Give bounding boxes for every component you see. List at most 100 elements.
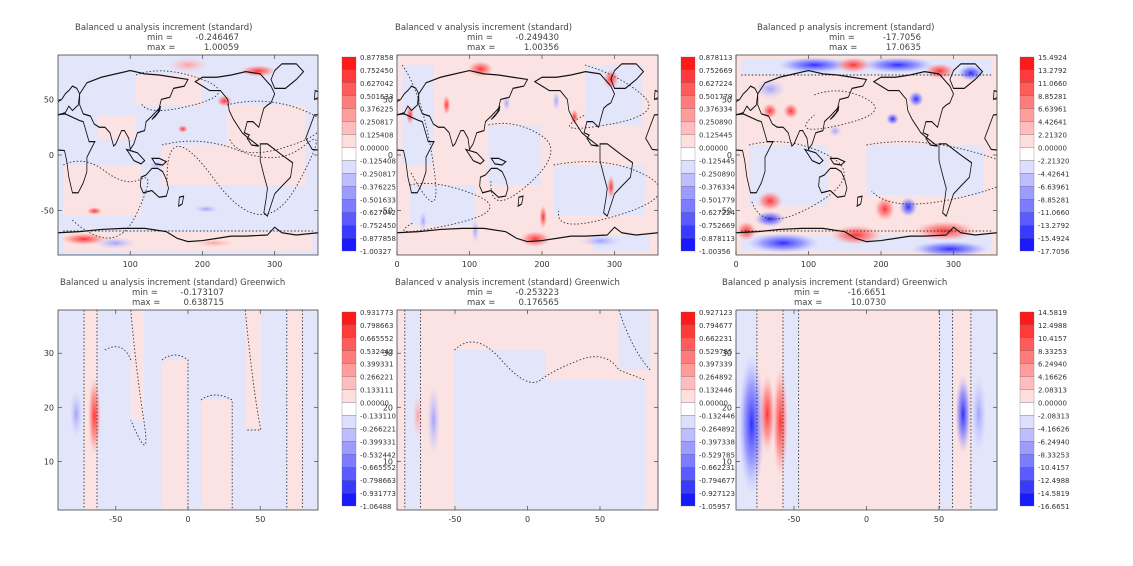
colorbar-segment	[1019, 82, 1035, 96]
colorbar-label: -16.6651	[1038, 503, 1069, 511]
anomaly-10	[828, 125, 842, 137]
anomaly-6	[86, 207, 103, 215]
colorbar-segment	[680, 376, 696, 390]
min-label: min =	[829, 33, 855, 43]
anomaly-19	[736, 221, 757, 241]
colorbar-segment	[680, 160, 696, 174]
colorbar-label: -0.501779	[699, 196, 735, 204]
anomaly-7	[193, 205, 220, 213]
min-value: -0.173107	[180, 288, 224, 298]
colorbar-label: -0.662231	[699, 464, 735, 472]
colorbar-segment	[341, 237, 357, 252]
max-value: 0.176565	[518, 298, 559, 308]
colorbar-segment	[341, 69, 357, 84]
colorbar-segment	[680, 121, 696, 135]
anomaly-0	[69, 390, 83, 438]
colorbar-label: 0.399331	[360, 361, 393, 369]
colorbar: 0.927123 0.794677 0.662231 0.529785 0.397339…	[680, 309, 735, 511]
colorbar-segment	[680, 337, 696, 351]
colorbar-label: -0.794677	[699, 477, 735, 485]
colorbar-segment	[680, 467, 696, 481]
max-label: max =	[467, 298, 496, 308]
colorbar-label: 6.63961	[1038, 106, 1067, 114]
colorbar-segment	[341, 454, 357, 468]
colorbar-label: 0.877858	[360, 54, 393, 62]
colorbar-segment	[341, 428, 357, 442]
colorbar-segment	[680, 454, 696, 468]
anomaly-1	[759, 374, 776, 454]
colorbar-label: 0.627224	[699, 80, 733, 88]
colorbar-label: 0.798663	[360, 322, 393, 330]
region-4	[227, 105, 305, 145]
colorbar-segment	[1019, 212, 1035, 226]
panel-2: 0 100 200 300 50 0 -50 0.878113 0.752669 0.627224…	[380, 54, 736, 269]
panel-title: Balanced p analysis increment (standard)…	[722, 278, 948, 288]
max-value: 10.0730	[850, 298, 886, 308]
colorbar-label: 0.662231	[699, 335, 732, 343]
colorbar-segment	[1019, 454, 1035, 468]
colorbar-label: 0.00000	[1038, 400, 1067, 408]
anomaly-3	[923, 63, 956, 79]
panel-title-block: Balanced p analysis increment (standard)…	[722, 278, 947, 308]
colorbar-label: 0.397339	[699, 361, 732, 369]
colorbar-label: -0.931773	[360, 490, 396, 498]
colorbar-label: 0.752669	[699, 67, 732, 75]
zero-contour	[748, 141, 845, 220]
colorbar-label: 10.4157	[1038, 335, 1067, 343]
region-5	[245, 310, 261, 430]
anomaly-10	[419, 211, 428, 231]
region-2	[454, 350, 546, 510]
colorbar-segment	[341, 402, 357, 416]
colorbar-segment	[1019, 350, 1035, 364]
colorbar-segment	[1019, 237, 1035, 252]
colorbar-label: 0.00000	[360, 145, 389, 153]
region-2	[488, 125, 541, 185]
region-4	[553, 165, 645, 215]
colorbar-segment	[1019, 311, 1035, 326]
panel-title: Balanced v analysis increment (standard)…	[395, 278, 620, 288]
y-tick-label: 20	[44, 403, 54, 412]
zero-contour	[130, 310, 147, 446]
colorbar-segment	[680, 311, 696, 326]
colorbar-segment	[341, 479, 357, 494]
min-label: min =	[794, 288, 820, 298]
colorbar-label: 15.4924	[1038, 54, 1067, 62]
colorbar-segment	[1019, 134, 1035, 148]
region-4	[201, 400, 233, 510]
colorbar-segment	[341, 212, 357, 226]
y-tick-label: 0	[727, 151, 732, 160]
colorbar-label: -4.16626	[1038, 425, 1070, 433]
anomaly-9	[519, 231, 551, 247]
anomaly-4	[570, 109, 579, 125]
colorbar-label: 13.2792	[1038, 67, 1067, 75]
panel-title: Balanced u analysis increment (standard)	[75, 23, 253, 33]
colorbar-segment	[341, 199, 357, 213]
colorbar-label: 8.85281	[1038, 93, 1067, 101]
x-tick-label: 300	[267, 260, 282, 269]
min-value: -17.7056	[882, 33, 921, 43]
max-label: max =	[829, 43, 858, 53]
y-tick-label: 0	[49, 151, 54, 160]
colorbar-segment	[680, 186, 696, 200]
colorbar-segment	[1019, 224, 1035, 239]
colorbar-label: -0.627042	[360, 209, 396, 217]
colorbar-segment	[1019, 363, 1035, 377]
colorbar-label: 0.752450	[360, 67, 393, 75]
region-4	[618, 310, 651, 370]
colorbar-segment	[341, 134, 357, 148]
colorbar-segment	[680, 199, 696, 213]
colorbar-label: -1.06488	[360, 503, 391, 511]
colorbar-segment	[341, 160, 357, 174]
colorbar-segment	[1019, 467, 1035, 481]
x-tick-label: 0	[525, 515, 530, 524]
y-tick-label: 10	[383, 457, 393, 466]
anomaly-8	[539, 205, 548, 229]
colorbar-segment	[680, 69, 696, 84]
colorbar-label: 6.24940	[1038, 361, 1067, 369]
colorbar-segment	[341, 95, 357, 109]
colorbar-segment	[680, 56, 696, 71]
anomaly-9	[886, 113, 900, 125]
colorbar-segment	[1019, 479, 1035, 494]
max-value: 17.0635	[885, 43, 921, 53]
